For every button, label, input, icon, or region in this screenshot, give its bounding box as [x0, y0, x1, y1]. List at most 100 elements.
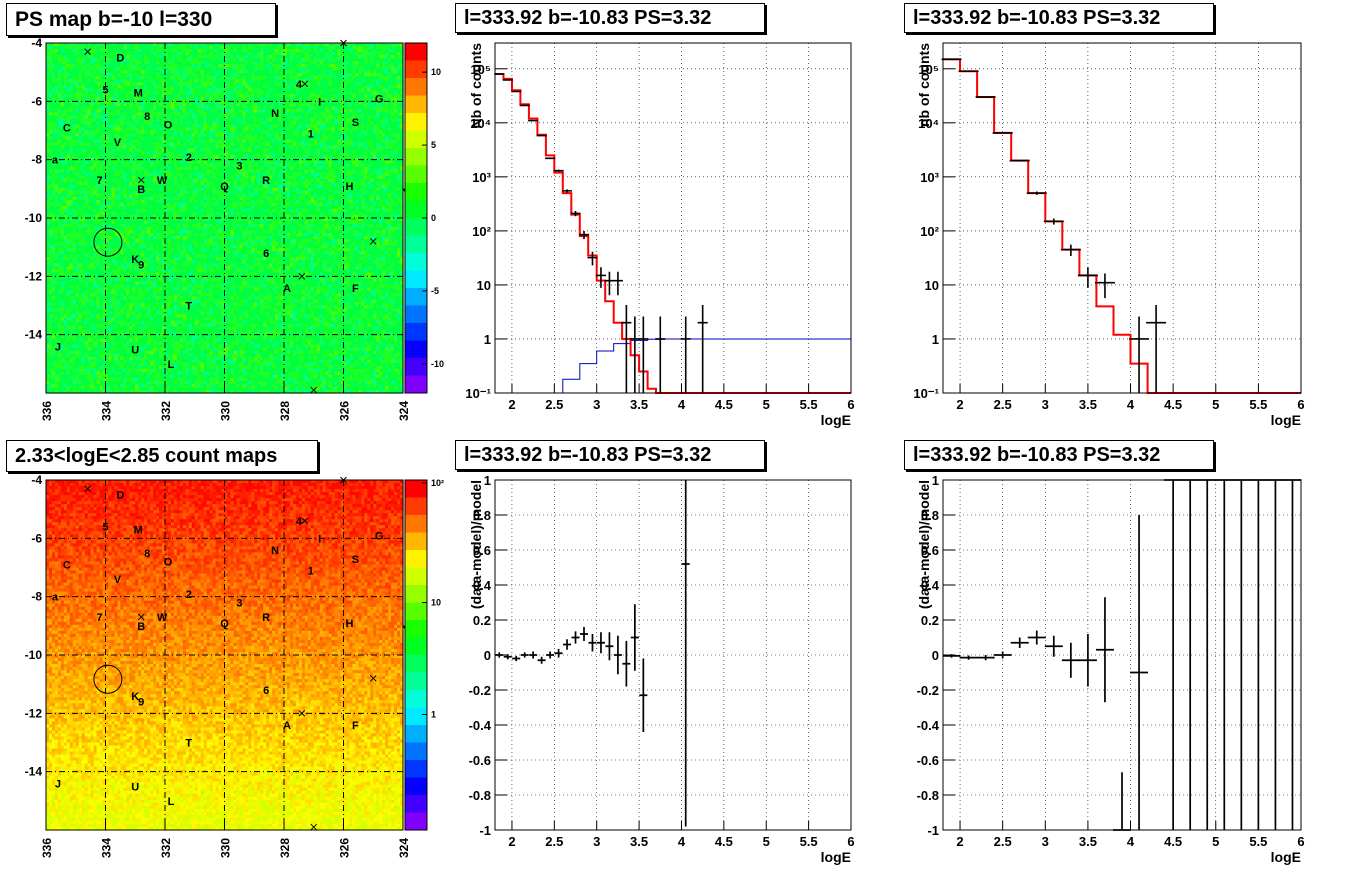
ps-map-source-label: 3 [236, 161, 242, 173]
ps-map-source-label: 6 [263, 248, 269, 260]
spectrum2-data-point [992, 132, 1013, 134]
count-colorbar-frame [404, 479, 428, 831]
residual2-data-point [1044, 635, 1063, 657]
spectrum-data-point [604, 271, 615, 296]
residual-data-point [605, 632, 614, 661]
count-map-source-label: N [271, 545, 279, 557]
ps-colorbar-segment [405, 305, 427, 324]
residual-ylabel: (data-model)/model [468, 480, 484, 609]
count-map-source-label: I [318, 533, 321, 545]
ps-map-xtick-label: 324 [397, 401, 411, 421]
residual-data-point [596, 632, 605, 654]
count-map-source-label: L [168, 796, 175, 808]
spectrum2-ytick-label: 10² [920, 224, 939, 239]
ps-map-source-label: D [116, 53, 124, 65]
residual-ytick-label: 0.8 [473, 508, 491, 523]
spectrum2-ytick-label: 10⁵ [918, 62, 939, 77]
ps-colorbar-tick-label: 10 [431, 67, 441, 77]
residual2-xtick-label: 5.5 [1249, 834, 1267, 849]
count-map-xtick-label: 330 [219, 838, 233, 858]
spectrum2-xtick-label: 3.5 [1079, 397, 1097, 412]
residual-data-point [681, 480, 690, 827]
count-map-xtick-label: 326 [338, 838, 352, 858]
ps-map-source-label: 1 [308, 128, 314, 140]
ps-colorbar-segment [405, 43, 427, 61]
count-colorbar-segment [405, 550, 427, 568]
residual2-data-point [1027, 630, 1046, 645]
spectrum-xtick-label: 5.5 [800, 397, 818, 412]
spectrum-xtick-label: 2 [508, 397, 515, 412]
residual2-data-point [1010, 637, 1029, 648]
ps-colorbar-segment [405, 78, 427, 96]
ps-colorbar-segment [405, 183, 427, 201]
ps-map-xtick-label: 326 [338, 401, 352, 421]
residual-data-point [639, 658, 648, 732]
ps-map-source-label: B [137, 184, 145, 196]
count-map-ytick-label: -10 [25, 648, 43, 662]
spectrum2-xtick-label: 2 [956, 397, 963, 412]
ps-map-source-cross [369, 237, 377, 245]
ps-map-source-label: a [52, 155, 59, 167]
residual-data-point [563, 639, 572, 650]
count-map-source-label: F [352, 720, 359, 732]
spectrum2-xtick-label: 5 [1212, 397, 1219, 412]
ps-map-source-label: 7 [96, 175, 102, 187]
residual-data-point [571, 631, 580, 644]
count-colorbar-tick-label: 10² [431, 478, 444, 488]
count-map-source-label: 3 [236, 598, 242, 610]
count-map-source-cross [137, 613, 145, 621]
ps-colorbar-segment [405, 288, 427, 306]
spectrum2-ytick-label: 1 [932, 332, 939, 347]
count-map-source-label: K [131, 691, 139, 703]
ps-map-source-label: F [352, 283, 359, 295]
residual2-xtick-label: 5 [1212, 834, 1219, 849]
residual2-xtick-label: 3 [1042, 834, 1049, 849]
residual-ytick-label: 0.4 [473, 578, 492, 593]
ps-map-ytick-label: -10 [25, 211, 43, 225]
count-colorbar-segment [405, 795, 427, 813]
residual2-ytick-label: 1 [932, 473, 939, 488]
count-map-source-label: S [352, 554, 359, 566]
count-map-target-circle [93, 664, 123, 694]
count-map-source-label: C [63, 560, 71, 572]
count-colorbar-tick-label: 1 [431, 710, 436, 720]
ps-colorbar-tick-label: -5 [431, 286, 439, 296]
spectrum-data-point [528, 119, 539, 122]
ps-map-xtick-label: 334 [100, 401, 114, 421]
ps-map-source-label: K [131, 254, 139, 266]
spectrum2-data-point [1026, 191, 1047, 195]
ps-map-source-label: G [375, 93, 384, 105]
residual-ytick-label: -0.4 [469, 718, 492, 733]
spectrum2-plot-area [943, 43, 1301, 393]
count-colorbar-segment [405, 690, 427, 708]
spectrum2-data-point [1094, 273, 1115, 299]
ps-map-source-label: M [134, 88, 143, 100]
count-colorbar-segment [405, 480, 427, 498]
ps-colorbar-tick-label: 0 [431, 213, 436, 223]
ps-colorbar-segment [405, 113, 427, 131]
count-map-source-label: A [283, 720, 291, 732]
residual-ytick-label: 0.2 [473, 613, 491, 628]
ps-map-source-label: H [345, 181, 353, 193]
residual2-ytick-label: -1 [927, 823, 939, 838]
count-map-source-label: 1 [308, 565, 314, 577]
count-colorbar-segment [405, 532, 427, 551]
count-colorbar-segment [405, 707, 427, 726]
residual-ytick-label: 1 [484, 473, 491, 488]
residual-data-point [613, 635, 622, 675]
spectrum2-xtick-label: 4.5 [1164, 397, 1182, 412]
ps-map-source-label: Q [220, 181, 229, 193]
count-colorbar-segment [405, 655, 427, 673]
spectrum-data-point [587, 251, 598, 266]
ps-map-source-label: R [262, 175, 270, 187]
residual-ytick-label: -0.8 [469, 788, 491, 803]
count-colorbar-segment [405, 620, 427, 638]
count-colorbar-segment [405, 585, 427, 603]
residual2-data-point [959, 655, 978, 660]
residual-xtick-label: 3 [593, 834, 600, 849]
panel-title-spectrum: l=333.92 b=-10.83 PS=3.32 [455, 3, 765, 33]
residual2-ytick-label: 0.2 [921, 613, 939, 628]
spectrum2-xtick-label: 5.5 [1249, 397, 1267, 412]
ps-colorbar-segment [405, 270, 427, 289]
ps-map-ytick-label: -8 [31, 153, 42, 167]
